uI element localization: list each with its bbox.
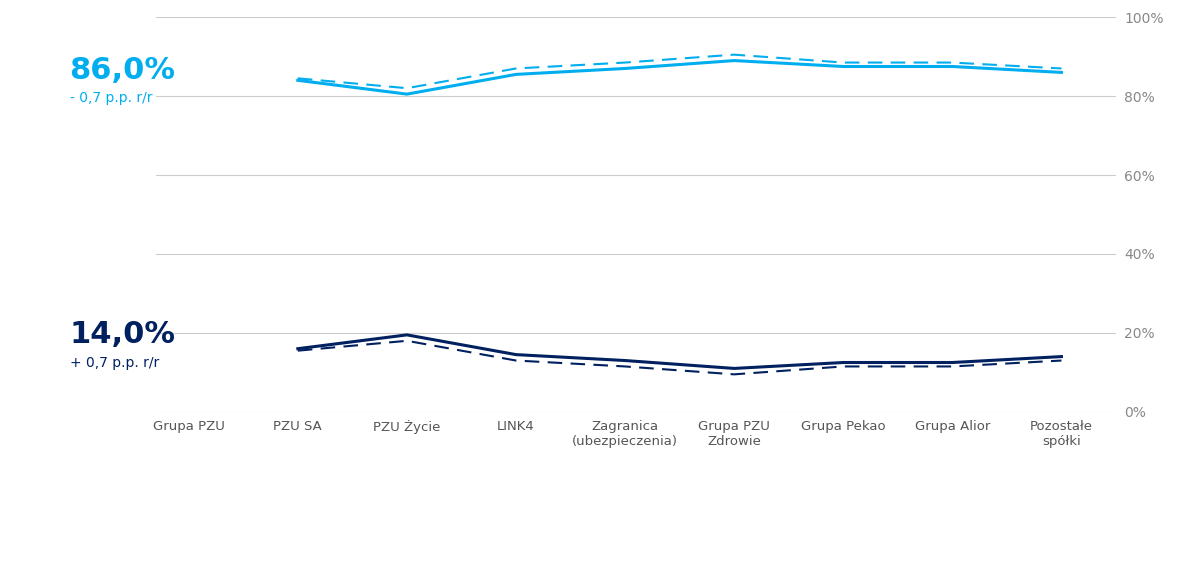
Text: + 0,7 p.p. r/r: + 0,7 p.p. r/r: [70, 356, 158, 370]
Text: - 0,7 p.p. r/r: - 0,7 p.p. r/r: [70, 91, 152, 105]
Text: 14,0%: 14,0%: [70, 320, 175, 349]
Legend: Zarząd / manager (2020), Pozostali pracownicy (2020), Dane porównawcze (2019), D: Zarząd / manager (2020), Pozostali praco…: [347, 569, 887, 572]
Text: 86,0%: 86,0%: [70, 56, 175, 85]
